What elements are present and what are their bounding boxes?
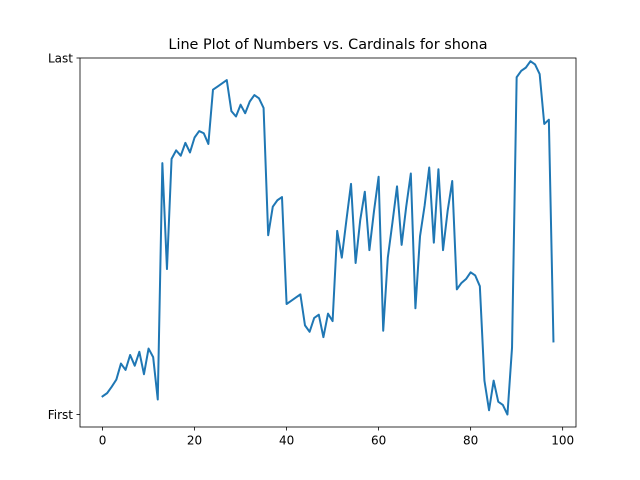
chart-title: Line Plot of Numbers vs. Cardinals for s… (168, 37, 487, 53)
y-tick-label: Last (48, 52, 73, 66)
series-line (101, 60, 555, 416)
x-tick-label: 40 (279, 434, 294, 448)
plot-frame (79, 57, 577, 428)
y-axis: First Last (48, 52, 80, 422)
x-tick-label: 80 (463, 434, 478, 448)
y-tick-label: First (48, 408, 74, 422)
x-tick-label: 20 (187, 434, 202, 448)
x-axis: 0 20 40 60 80 100 (99, 427, 574, 448)
x-tick-label: 0 (99, 434, 107, 448)
x-tick-label: 100 (551, 434, 574, 448)
x-tick-label: 60 (371, 434, 386, 448)
